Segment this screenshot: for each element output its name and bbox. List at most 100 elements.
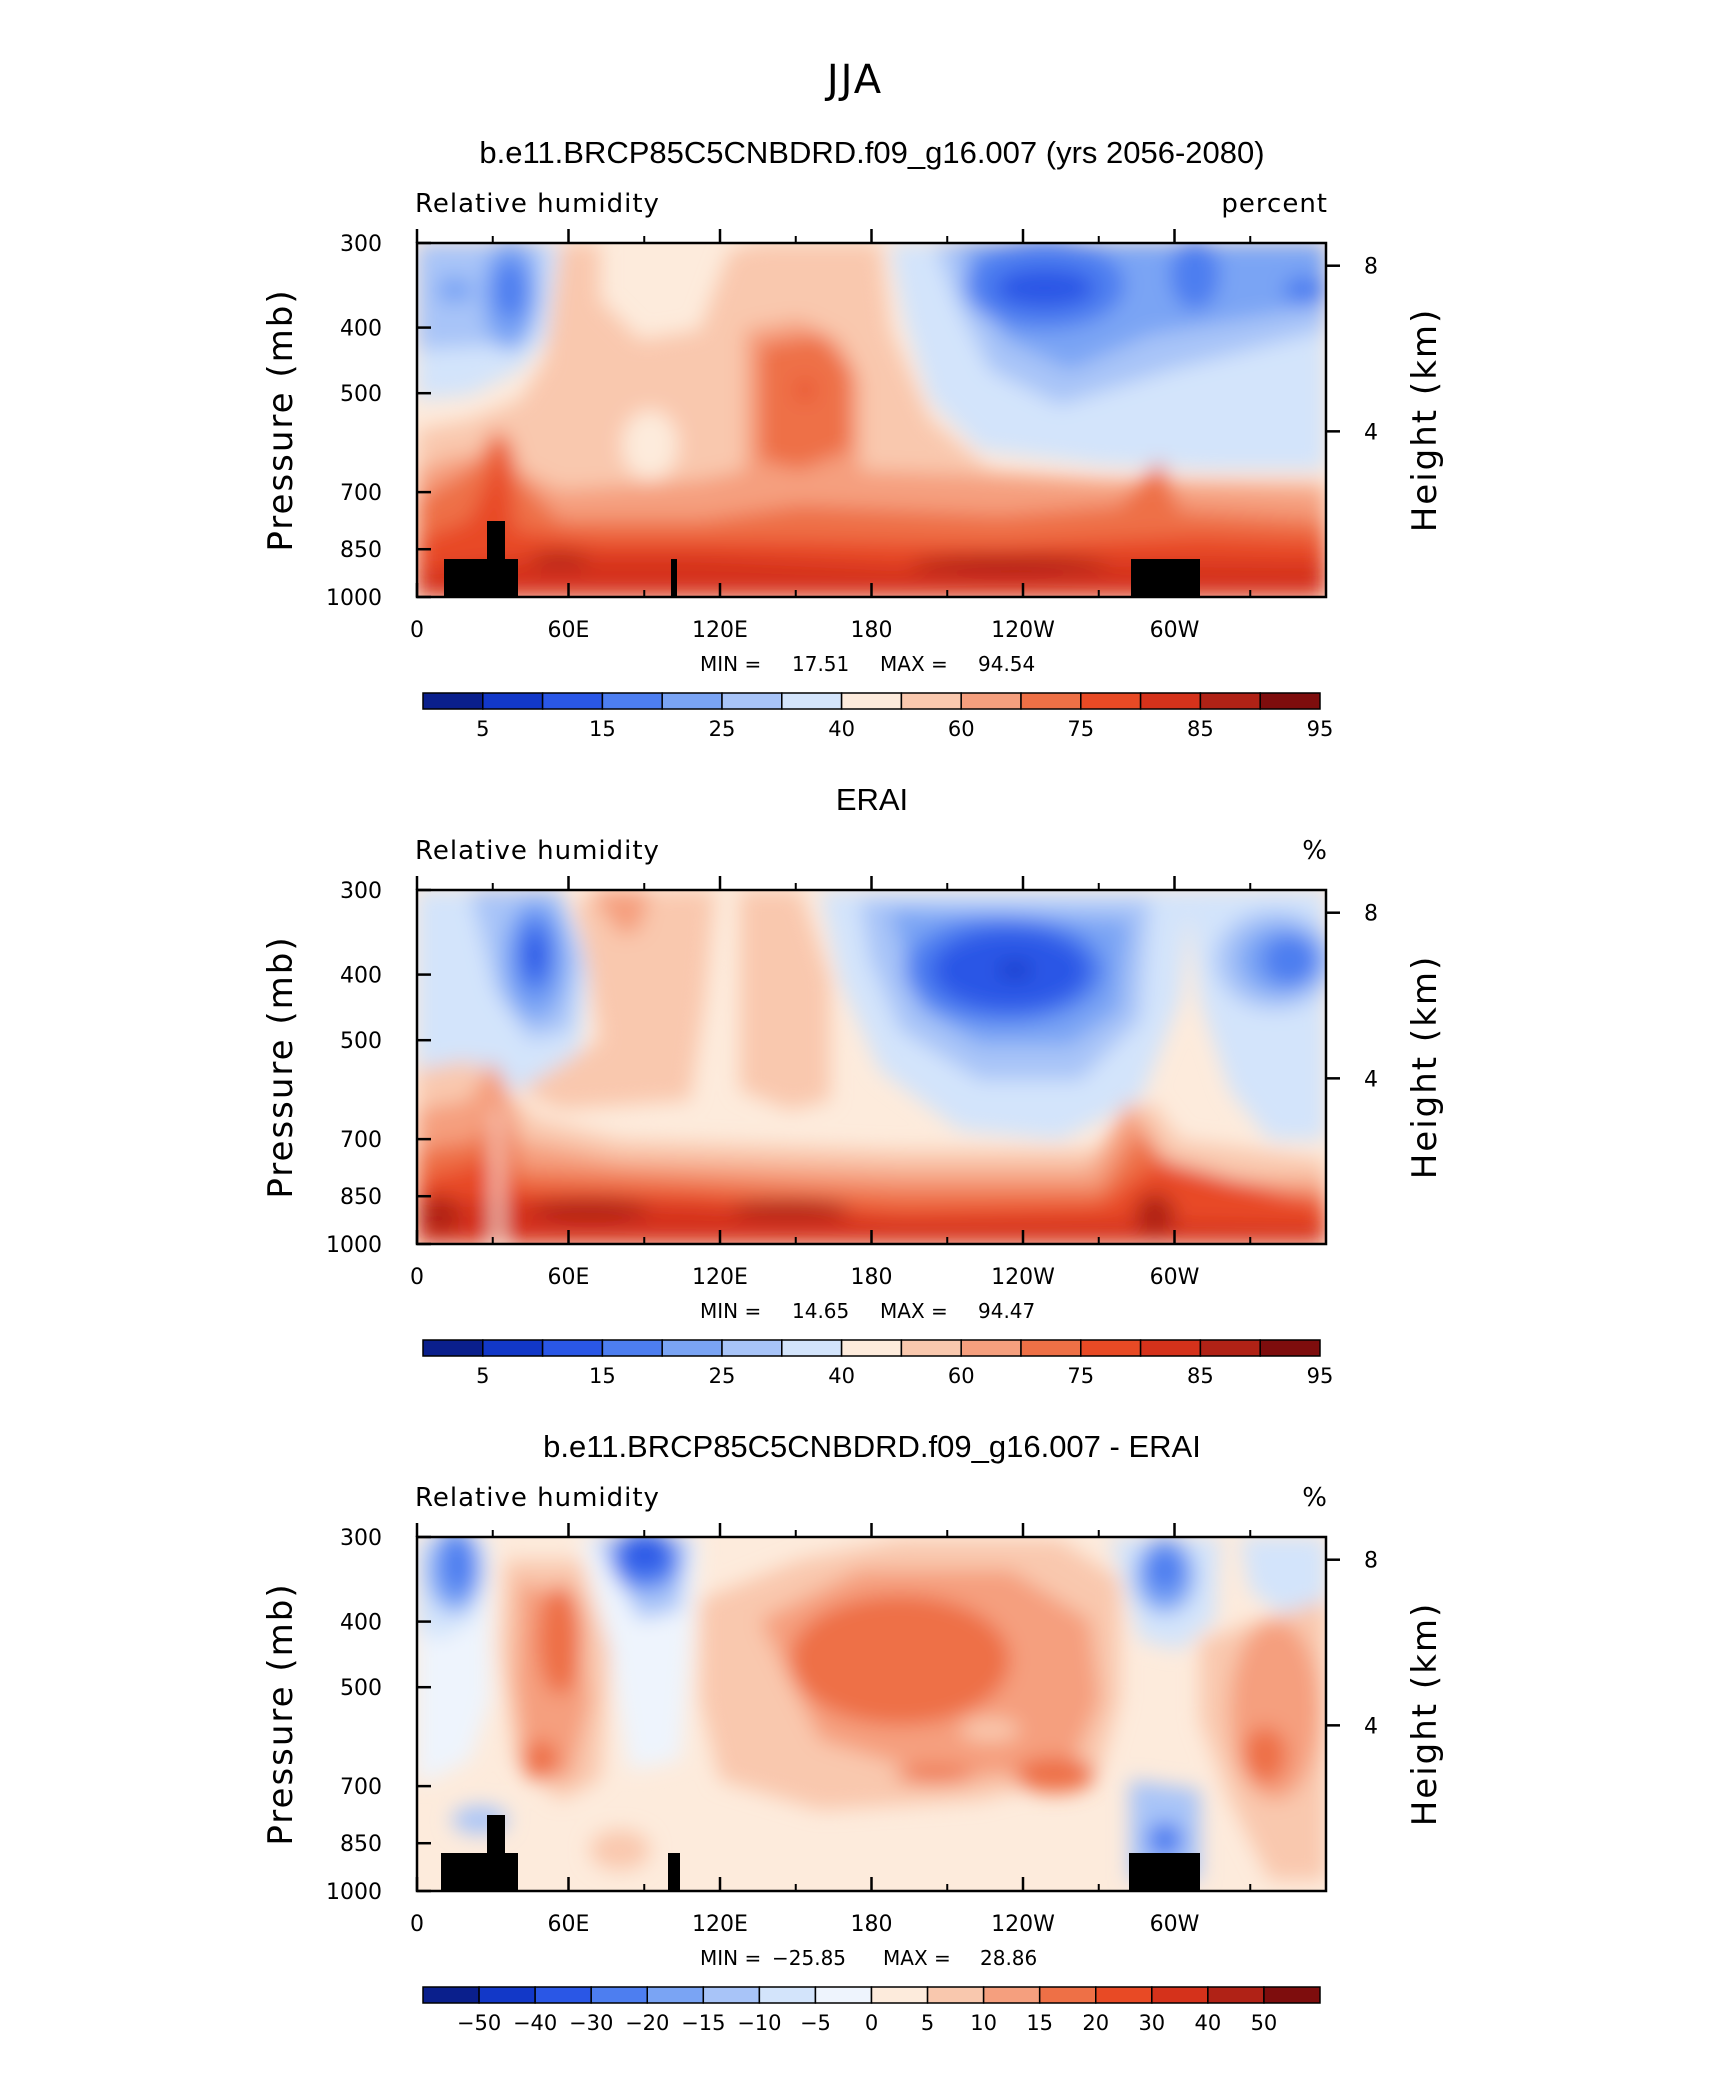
y2-tick-label: 8	[1364, 255, 1378, 280]
x-tick-label: 60W	[1150, 618, 1200, 643]
y2-axis-title: Height (km)	[1405, 1602, 1445, 1827]
y-tick-label: 500	[340, 1676, 382, 1701]
colorbar: −50 −40 −30 −20 −15 −10 −5 0 5 10 15 20 30 40 50	[422, 1986, 1321, 2035]
x-tick-label: 60E	[548, 1912, 590, 1937]
units-label: %	[1302, 1483, 1328, 1513]
colorbar-label: 75	[1067, 1364, 1094, 1388]
colorbar-swatch	[482, 1339, 544, 1357]
x-tick-label: 60W	[1150, 1912, 1200, 1937]
x-tick-label: 180	[851, 618, 893, 643]
panel-difference: b.e11.BRCP85C5CNBDRD.f09_g16.007 - ERAI …	[261, 1429, 1445, 2035]
colorbar-swatch	[661, 1339, 723, 1357]
colorbar-swatch	[422, 1339, 484, 1357]
units-label: percent	[1221, 189, 1328, 219]
y-tick-label: 1000	[326, 1880, 382, 1905]
colorbar-label: 85	[1187, 717, 1214, 741]
colorbar-swatch	[870, 1986, 929, 2004]
y-tick-label: 850	[340, 538, 382, 563]
colorbar-label: 25	[709, 1364, 736, 1388]
colorbar-swatch	[1080, 1339, 1142, 1357]
colorbar-label: 20	[1082, 2011, 1109, 2035]
colorbar-label: −40	[513, 2011, 557, 2035]
y-tick-label: 400	[340, 317, 382, 342]
min-label: MIN =	[700, 1299, 761, 1323]
colorbar-swatch	[422, 692, 484, 710]
x-tick-label: 120W	[991, 1265, 1055, 1290]
max-label: MAX =	[883, 1946, 951, 1970]
colorbar-swatch	[590, 1986, 648, 2004]
colorbar-label: 60	[948, 717, 975, 741]
colorbar-label: 5	[476, 1364, 489, 1388]
y-tick-label: 850	[340, 1832, 382, 1857]
y-tick-label: 400	[340, 964, 382, 989]
y2-tick-label: 4	[1364, 420, 1378, 445]
colorbar-label: 40	[828, 717, 855, 741]
colorbar-swatch	[601, 692, 663, 710]
panel-title: b.e11.BRCP85C5CNBDRD.f09_g16.007 (yrs 20…	[479, 135, 1264, 170]
colorbar-label: 75	[1067, 717, 1094, 741]
colorbar-swatch	[840, 1339, 903, 1357]
min-value: 14.65	[792, 1299, 849, 1323]
colorbar-swatch	[422, 1986, 480, 2004]
colorbar-swatch	[1199, 1339, 1261, 1357]
colorbar-swatch	[1020, 1339, 1082, 1357]
colorbar-swatch	[661, 692, 723, 710]
y-tick-label: 1000	[326, 586, 382, 611]
y-axis-title: Pressure (mb)	[261, 288, 301, 551]
colorbar-swatch	[758, 1986, 817, 2004]
colorbar-label: 95	[1307, 1364, 1334, 1388]
y-tick-label: 700	[340, 481, 382, 506]
colorbar-label: −10	[737, 2011, 781, 2035]
colorbar-swatch	[482, 692, 544, 710]
colorbar-label: 0	[865, 2011, 878, 2035]
colorbar-label: −50	[457, 2011, 501, 2035]
colorbar-swatch	[926, 1986, 985, 2004]
colorbar: 5 15 25 40 60 75 85 95	[422, 1339, 1334, 1388]
colorbar-swatch	[781, 1339, 843, 1357]
colorbar-swatch	[840, 692, 903, 710]
y-tick-label: 700	[340, 1775, 382, 1800]
contour-field	[417, 1537, 1326, 1891]
colorbar-label: 95	[1307, 717, 1334, 741]
y-tick-label: 500	[340, 382, 382, 407]
colorbar-swatch	[541, 692, 604, 710]
x-tick-label: 0	[410, 1265, 424, 1290]
x-tick-label: 120W	[991, 618, 1055, 643]
colorbar-swatch	[1199, 692, 1261, 710]
colorbar-swatch	[1139, 1339, 1202, 1357]
panel-title: b.e11.BRCP85C5CNBDRD.f09_g16.007 - ERAI	[543, 1429, 1201, 1464]
colorbar-swatch	[721, 692, 783, 710]
colorbar-swatch	[1139, 692, 1202, 710]
colorbar-label: −15	[681, 2011, 725, 2035]
y-tick-label: 300	[340, 879, 382, 904]
y-tick-label: 1000	[326, 1233, 382, 1258]
colorbar-swatch	[1038, 1986, 1097, 2004]
max-label: MAX =	[880, 1299, 948, 1323]
colorbar-label: 50	[1251, 2011, 1278, 2035]
y2-axis-title: Height (km)	[1405, 955, 1445, 1180]
x-tick-label: 120E	[692, 618, 748, 643]
colorbar-label: 85	[1187, 1364, 1214, 1388]
x-tick-label: 60W	[1150, 1265, 1200, 1290]
colorbar-swatch	[900, 1339, 962, 1357]
colorbar-swatch	[1020, 692, 1082, 710]
contour-field	[417, 890, 1326, 1244]
max-value: 28.86	[980, 1946, 1037, 1970]
colorbar-label: 5	[921, 2011, 934, 2035]
colorbar-swatch	[702, 1986, 761, 2004]
x-tick-label: 120W	[991, 1912, 1055, 1937]
colorbar-swatch	[541, 1339, 604, 1357]
contour-field	[417, 243, 1326, 597]
y-axis-title: Pressure (mb)	[261, 935, 301, 1198]
y-tick-label: 300	[340, 232, 382, 257]
variable-label: Relative humidity	[415, 836, 660, 866]
colorbar-label: 15	[1026, 2011, 1053, 2035]
colorbar-swatch	[721, 1339, 783, 1357]
colorbar-swatch	[781, 692, 843, 710]
colorbar-label: 15	[589, 717, 616, 741]
max-value: 94.47	[978, 1299, 1035, 1323]
panel-model: b.e11.BRCP85C5CNBDRD.f09_g16.007 (yrs 20…	[261, 135, 1445, 741]
figure-title: JJA	[824, 57, 883, 103]
colorbar-label: 5	[476, 717, 489, 741]
